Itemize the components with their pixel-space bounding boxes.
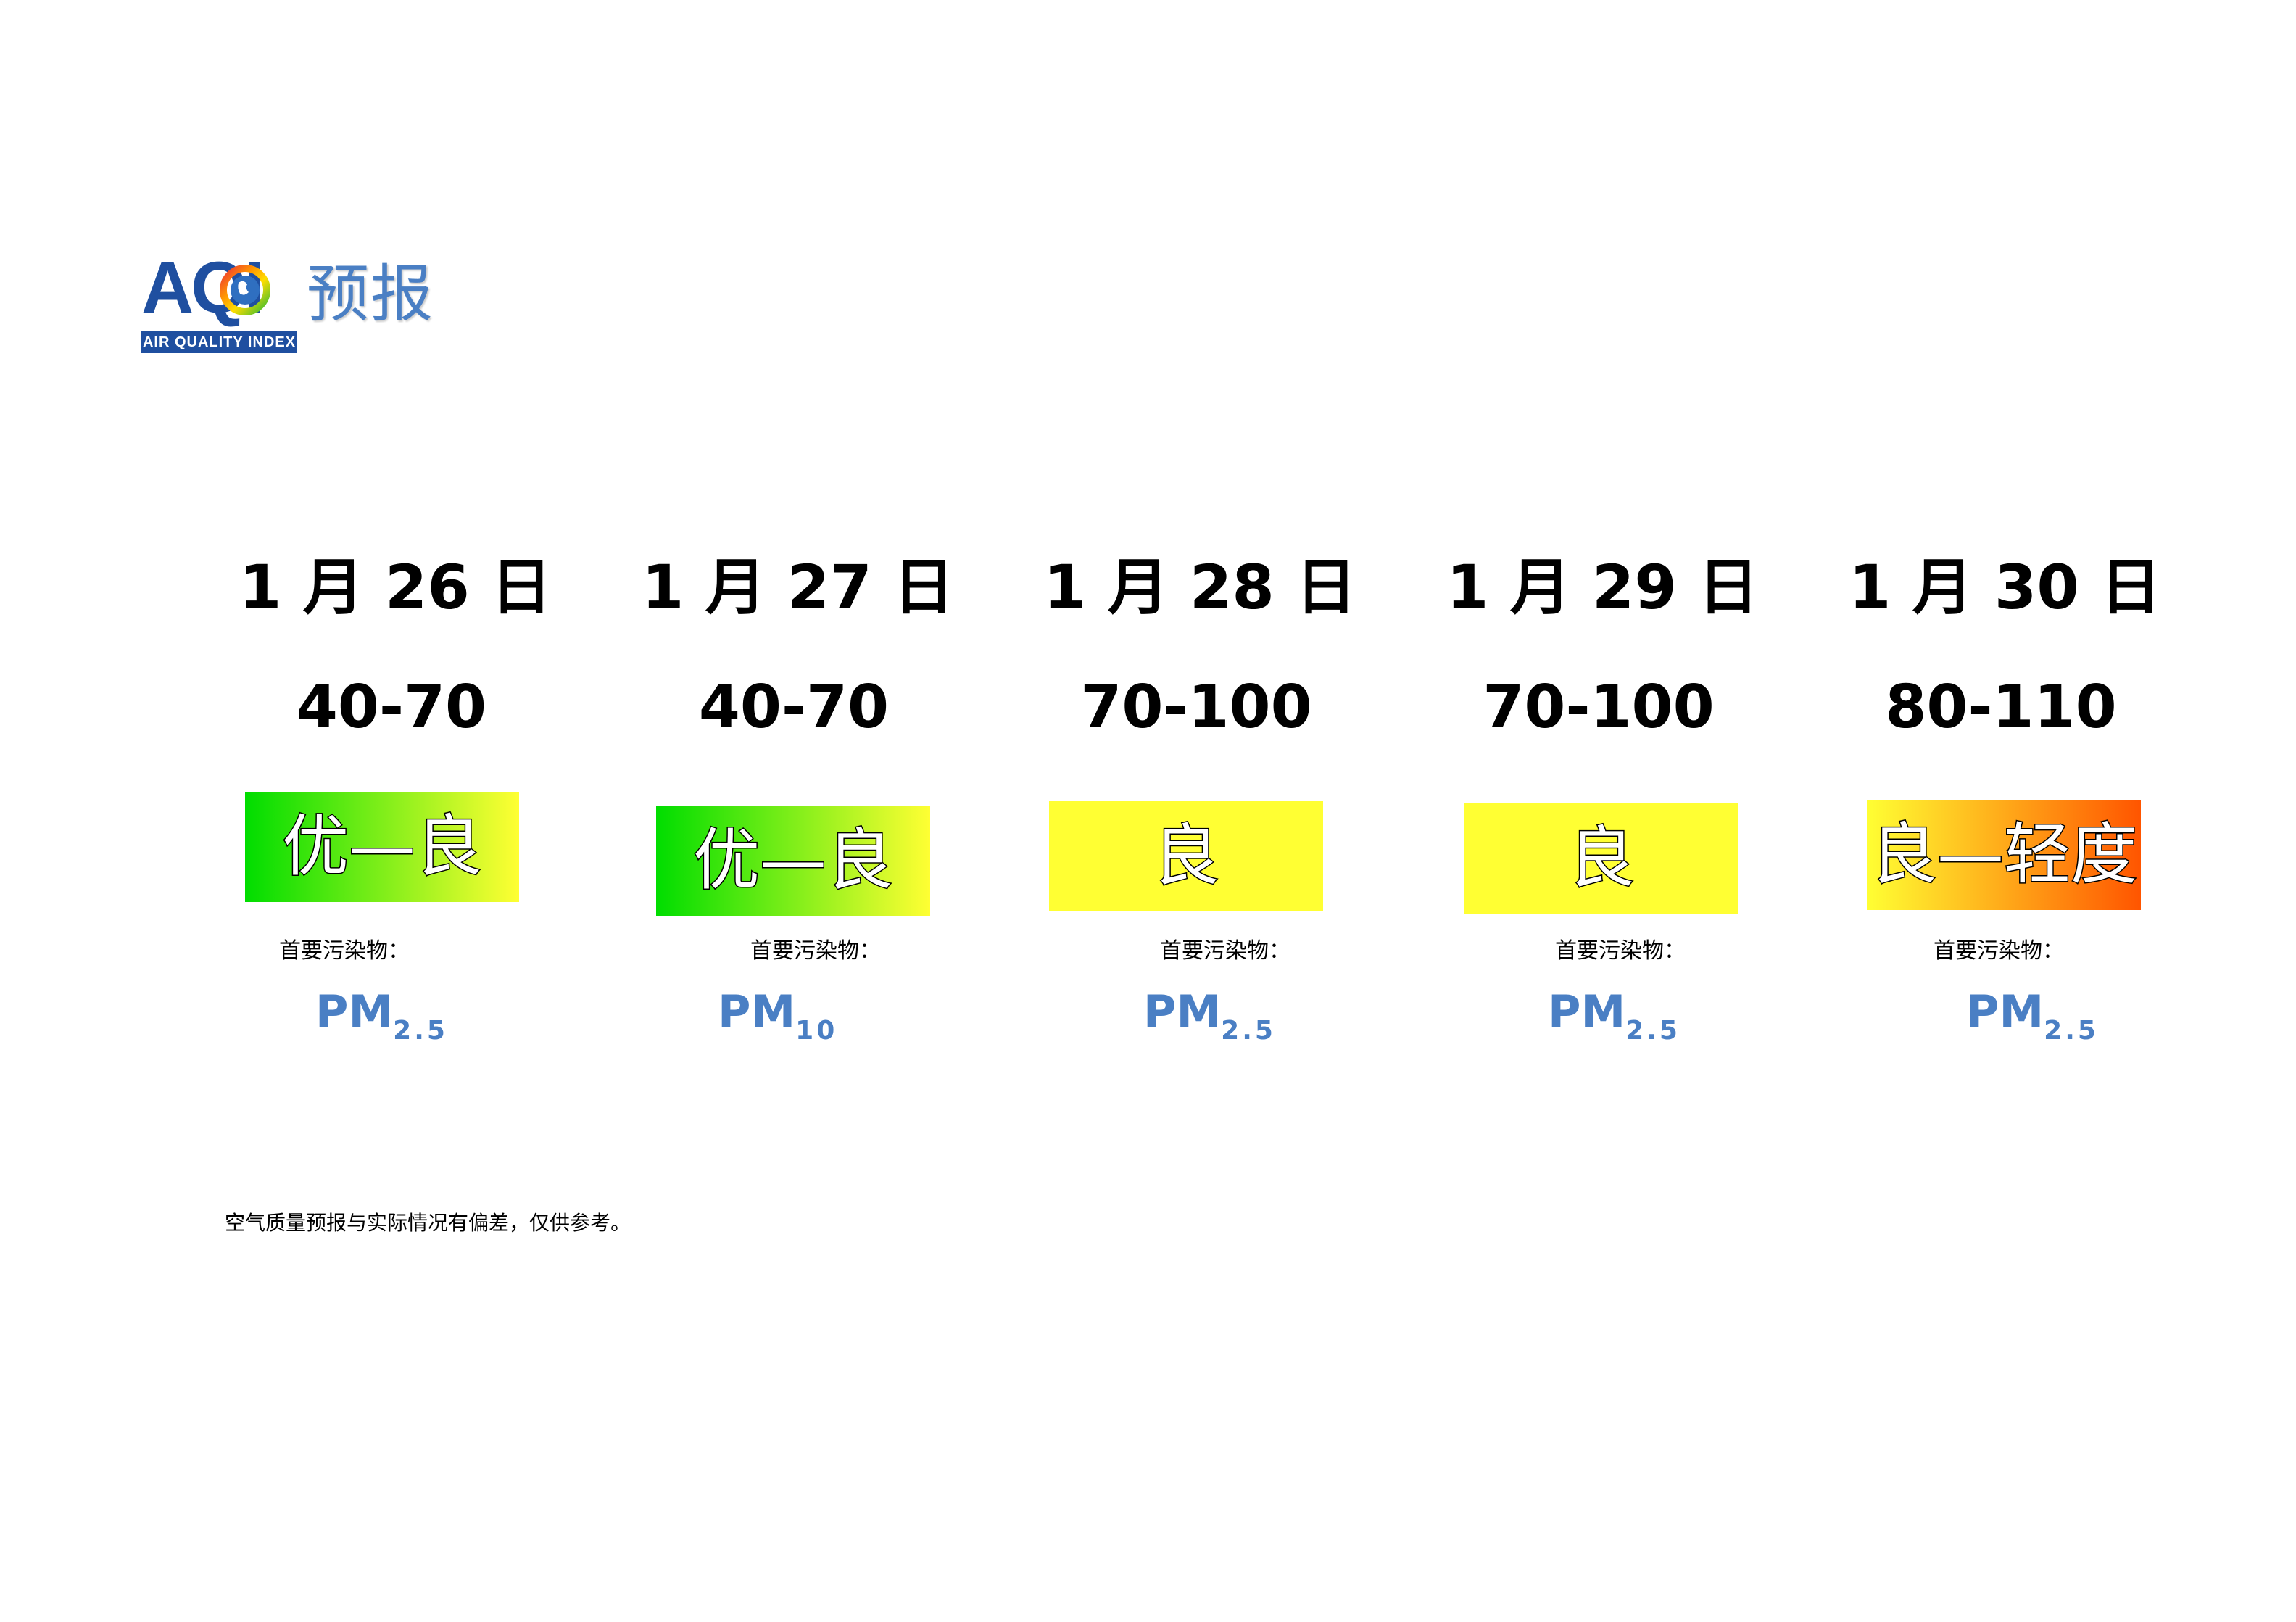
air-quality-level: 良 [1464, 803, 1738, 914]
forecast-day: 1 月 27 日 40-70 优—良 首要污染物： PM10 [642, 0, 955, 1622]
air-quality-level: 良 [1049, 801, 1323, 911]
air-quality-level: 优—良 [245, 792, 519, 902]
pollutant-main: PM [1966, 985, 2044, 1038]
forecast-date: 1 月 28 日 [1044, 552, 1357, 623]
aqi-range: 70-100 [1483, 673, 1715, 742]
disclaimer-note: 空气质量预报与实际情况有偏差，仅供参考。 [225, 1211, 631, 1235]
primary-pollutant-label: 首要污染物： [279, 938, 410, 964]
primary-pollutant: PM10 [718, 990, 837, 1044]
air-quality-level: 良—轻度 [1867, 800, 2141, 910]
pollutant-subscript: 2.5 [2044, 1016, 2099, 1046]
page-title: 预报 [307, 258, 434, 331]
pollutant-main: PM [1548, 985, 1626, 1038]
aqi-range: 80-110 [1885, 673, 2117, 742]
logo-band: AIR QUALITY INDEX [141, 331, 297, 353]
forecast-day: 1 月 30 日 80-110 良—轻度 首要污染物： PM2.5 [1849, 0, 2162, 1622]
aqi-range: 70-100 [1080, 673, 1312, 742]
pollutant-main: PM [1143, 985, 1222, 1038]
primary-pollutant-label: 首要污染物： [1555, 938, 1686, 964]
pollutant-subscript: 2.5 [1221, 1016, 1276, 1046]
pollutant-subscript: 2.5 [1625, 1016, 1680, 1046]
primary-pollutant-label: 首要污染物： [750, 938, 881, 964]
aqi-forecast-logo: AQI AIR QUALITY INDEX 预报 [141, 252, 453, 355]
primary-pollutant-label: 首要污染物： [1934, 938, 2064, 964]
aqi-logo-mark: AQI AIR QUALITY INDEX [141, 252, 297, 355]
air-quality-level: 优—良 [656, 806, 930, 916]
primary-pollutant: PM2.5 [1548, 990, 1680, 1044]
forecast-date: 1 月 30 日 [1849, 552, 2162, 623]
pollutant-main: PM [315, 985, 394, 1038]
primary-pollutant: PM2.5 [1966, 990, 2099, 1044]
pollutant-main: PM [718, 985, 796, 1038]
forecast-date: 1 月 27 日 [642, 552, 955, 623]
globe-icon [220, 265, 270, 315]
forecast-date: 1 月 26 日 [239, 552, 552, 623]
primary-pollutant: PM2.5 [1143, 990, 1276, 1044]
pollutant-subscript: 10 [795, 1016, 838, 1046]
primary-pollutant-label: 首要污染物： [1160, 938, 1290, 964]
forecast-day: 1 月 28 日 70-100 良 首要污染物： PM2.5 [1044, 0, 1357, 1622]
pollutant-subscript: 2.5 [393, 1016, 448, 1046]
forecast-date: 1 月 29 日 [1446, 552, 1760, 623]
forecast-day: 1 月 29 日 70-100 良 首要污染物： PM2.5 [1446, 0, 1760, 1622]
aqi-range: 40-70 [698, 673, 890, 742]
forecast-day: 1 月 26 日 40-70 优—良 首要污染物： PM2.5 [239, 0, 552, 1622]
primary-pollutant: PM2.5 [315, 990, 448, 1044]
aqi-range: 40-70 [296, 673, 487, 742]
